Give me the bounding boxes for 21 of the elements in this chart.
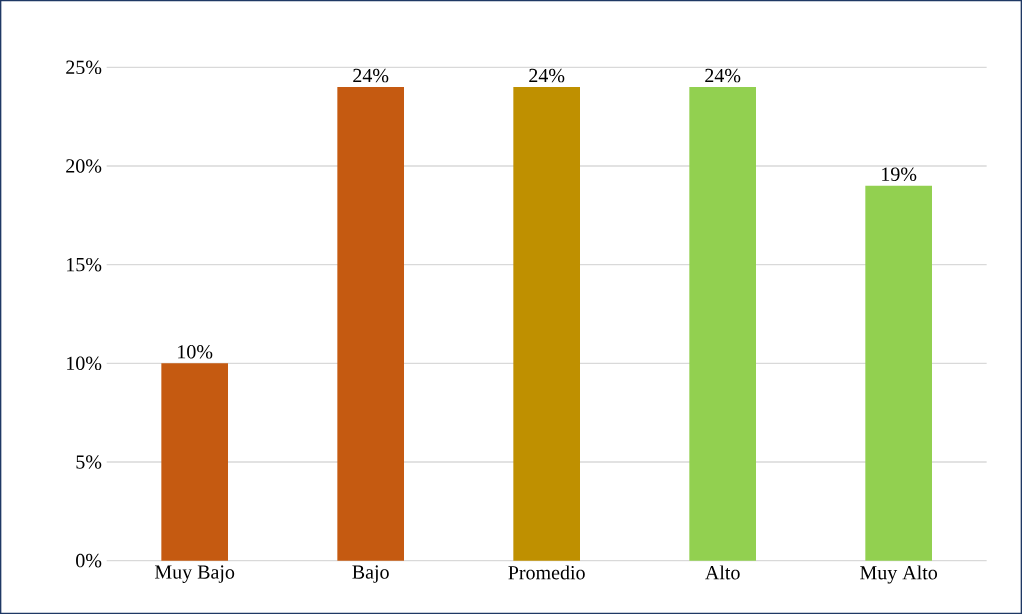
y-tick-label: 25% [66,60,102,75]
y-tick-label: 15% [67,257,102,272]
data-label: 24% [705,68,741,83]
bar [513,87,580,561]
y-tick-label: 5% [76,455,102,469]
bar [865,185,932,561]
y-tick-label: 20% [66,159,102,173]
data-label: 10% [178,345,213,359]
data-label: 19% [882,167,917,182]
x-tick-label: Alto [705,565,740,580]
x-tick-label: Promedio [508,565,585,580]
y-tick-label: 10% [67,356,102,371]
bar [337,87,404,561]
bar [689,87,756,561]
x-tick-label: Muy Bajo [154,565,235,583]
x-tick-label: Muy Alto [860,565,938,584]
data-label: 24% [353,68,389,83]
bar [161,363,229,561]
y-tick-label: 0% [76,553,102,568]
data-label: 24% [529,68,565,83]
x-tick-label: Bajo [352,565,389,583]
